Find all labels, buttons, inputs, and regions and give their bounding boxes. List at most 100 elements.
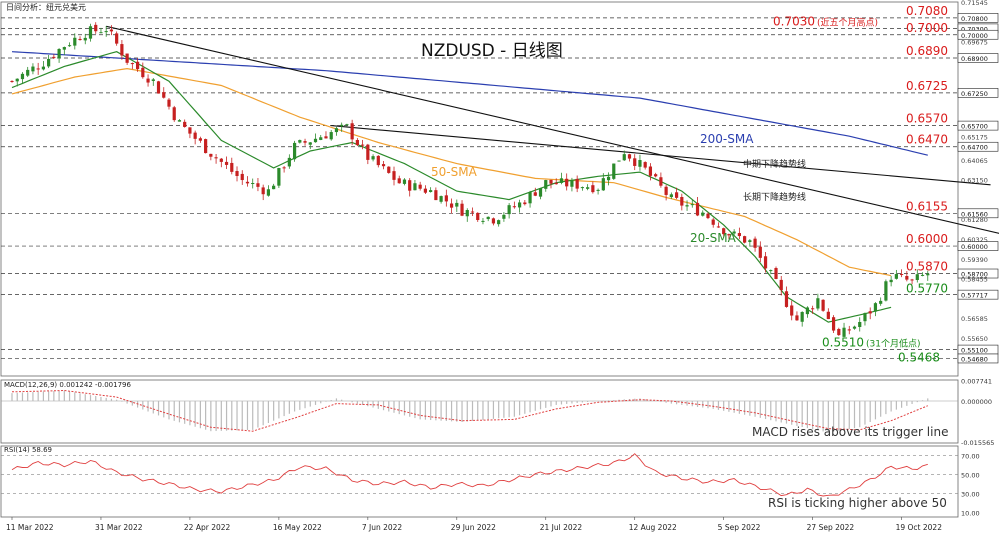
x-tick-label: 7 Jun 2022 [362,523,403,532]
panel-border-1 [0,379,959,444]
candle-body [36,68,40,70]
candle-body [784,291,789,307]
candle-body [910,279,914,281]
candle-body [701,212,705,216]
candle-body [287,157,291,167]
price-axis-tick: 0.63150 [961,176,988,184]
trendline-label-long: 长期下降趋势线 [743,191,806,203]
candle-body [188,127,192,134]
candle-body [559,178,564,183]
candle-body [240,173,244,181]
candle-body [272,185,276,190]
candle-body [591,185,595,193]
candle-body [596,189,600,191]
candle-body [224,161,229,165]
axis-tag-box-2 [957,29,999,40]
candle-body [826,311,830,320]
trendline-label-medium: 中期下降趋势线 [743,158,806,170]
price-axis-tick: 0.58455 [961,276,988,284]
candle-body [277,168,281,186]
candle-body [340,124,344,127]
candle-body [575,178,579,189]
rsi-axis-tick: 30.00 [961,490,980,498]
candle-body [842,327,846,337]
macd-axis-tick: -0.015565 [961,439,994,447]
candle-body [732,231,736,234]
candle-body [88,26,93,39]
candle-body [612,163,616,179]
candle-body [418,184,422,189]
candle-body [125,53,129,63]
candle-body [162,92,166,98]
candle-body [470,211,475,213]
level-label-9: 0.5870 [906,260,948,274]
axis-tag-10: 0.57717 [961,292,988,300]
candle-body [376,155,380,166]
candle-body [130,63,134,65]
candle-body [345,124,349,126]
candle-body [266,189,271,196]
candle-body [167,99,171,107]
candle-body [868,311,872,314]
candle-body [805,307,810,315]
candle-body [538,188,543,197]
candle-body [533,192,537,196]
candle-body [748,240,752,242]
price-axis-tick: 0.64065 [961,157,988,165]
price-axis-tick: 0.65175 [961,134,988,142]
macd-label: MACD(12,26,9) 0.001242 -0.001796 [4,381,131,389]
candle-body [586,187,590,189]
candle-body [926,273,930,276]
axis-tag-6: 0.64700 [961,144,988,152]
candle-body [669,194,673,198]
candle-body [292,142,297,160]
candle-body [465,210,469,217]
candle-body [659,177,663,186]
candle-body [308,142,312,145]
candle-body [528,192,532,204]
level-label-2: 0.7000 [906,21,948,35]
axis-tag-box-5 [957,120,999,131]
price-axis-tick: 0.60325 [961,236,988,244]
x-tick-label: 19 Oct 2022 [896,523,943,532]
axis-tag-4: 0.67250 [961,90,988,98]
level-label-10: 0.5770 [906,282,948,296]
candle-body [680,196,684,206]
level-note-11: (31个月低点) [866,338,920,350]
candle-body [769,270,773,272]
candle-body [894,274,898,279]
candle-body [423,188,428,193]
candle-body [790,305,794,316]
candle-body [455,202,459,207]
candle-body [20,73,25,80]
candle-body [889,279,893,283]
candle-body [209,153,213,157]
level-label-8: 0.6000 [906,232,948,246]
candle-body [905,275,909,280]
panel-border-0 [0,1,959,377]
candle-body [664,186,668,195]
candle-body [774,268,778,279]
axis-tag-box-4 [957,88,999,98]
candle-body [67,45,72,47]
candles [10,22,930,338]
candle-body [15,78,19,82]
candle-body [565,178,569,187]
candle-body [920,274,925,276]
candle-body [256,183,260,187]
x-tick-label: 27 Sep 2022 [807,523,855,532]
ma-line-200-SMA [11,51,928,156]
candle-body [151,79,155,81]
candle-body [371,156,375,160]
chart-title: NZDUSD - 日线图 [421,41,563,61]
candle-body [690,204,694,206]
axis-tag-box-8 [957,241,999,251]
candle-body [711,219,715,225]
candle-body [245,181,250,184]
candle-body [94,24,98,32]
candle-body [251,183,255,185]
x-tick-label: 5 Sep 2022 [718,523,761,532]
axis-tag-0: 0.70800 [961,15,988,23]
trendlines [106,25,999,234]
candle-body [758,246,762,258]
